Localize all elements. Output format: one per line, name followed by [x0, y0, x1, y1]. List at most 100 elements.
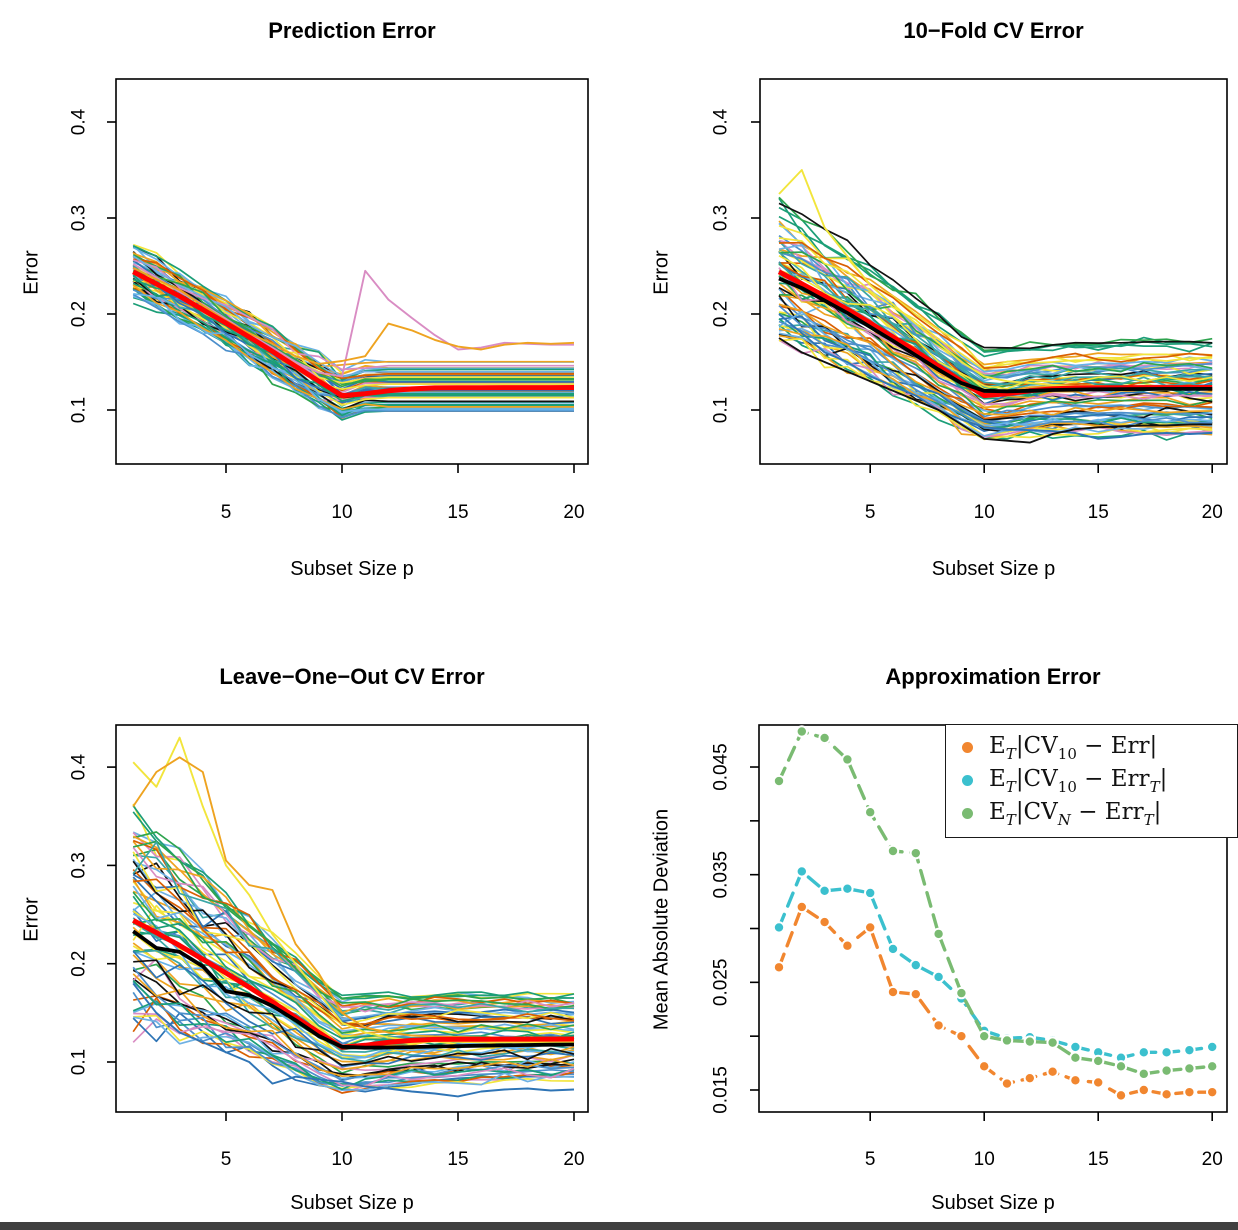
simulation-line: [133, 1012, 575, 1088]
simulation-line: [132, 255, 574, 378]
data-point: [909, 846, 922, 860]
y-tick-label: 0.025: [711, 959, 732, 1007]
x-axis-label-p4: Subset Size p: [931, 1192, 1055, 1214]
outlier-line: [778, 169, 1213, 389]
y-axis-label-p4: Mean Absolute Deviation: [650, 808, 673, 1031]
data-point: [932, 927, 945, 941]
y-axis-label-p2: Error: [650, 250, 673, 295]
data-point: [978, 1060, 991, 1073]
data-point: [772, 774, 786, 788]
simulation-line: [132, 966, 575, 1082]
data-point: [978, 1029, 991, 1043]
simulation-line: [778, 297, 1213, 418]
data-point: [818, 731, 831, 745]
x-axis-label-p2: Subset Size p: [931, 558, 1056, 580]
simulation-line: [778, 303, 1213, 416]
data-point: [909, 987, 922, 1001]
simulation-line: [132, 895, 575, 1041]
data-point: [1137, 1067, 1151, 1081]
legend-label: ET|CV10 − ErrT|: [989, 765, 1168, 796]
legend-entry-1: ET|CV10 − ErrT|: [962, 764, 1237, 797]
y-tick-label: 0.4: [69, 108, 90, 135]
data-point: [886, 844, 900, 858]
y-tick-label: 0.2: [69, 950, 90, 976]
data-point: [1206, 1085, 1219, 1099]
y-tick-label: 0.1: [711, 397, 732, 423]
x-tick-label: 15: [1088, 1149, 1109, 1170]
simulation-line: [133, 878, 575, 1025]
y-tick-label: 0.1: [69, 397, 90, 423]
legend-label: ET|CVN − ErrT|: [989, 798, 1162, 829]
simulation-line: [778, 304, 1213, 423]
simulation-line: [133, 959, 575, 1067]
simulation-line: [132, 252, 574, 368]
panel-title-prediction-error: Prediction Error: [268, 18, 436, 43]
y-tick-label: 0.4: [69, 753, 90, 780]
x-tick-label: 10: [974, 1149, 995, 1170]
simulation-line: [132, 805, 575, 1002]
data-point: [909, 958, 922, 972]
x-tick-label: 10: [331, 1149, 352, 1170]
y-tick-label: 0.3: [711, 205, 732, 231]
x-tick-label: 5: [865, 502, 876, 523]
y-axis-label-p3: Error: [20, 897, 43, 942]
x-tick-label: 15: [1088, 502, 1109, 523]
x-tick-label: 5: [221, 502, 232, 523]
x-tick-label: 20: [563, 502, 584, 523]
mean-line-red: [132, 269, 575, 399]
panel-title-loo-cv-error: Leave−One−Out CV Error: [219, 664, 485, 689]
simulation-lines: [132, 803, 575, 1094]
data-point: [1160, 1088, 1173, 1101]
simulation-line: [132, 269, 574, 388]
simulation-line: [778, 251, 1213, 379]
simulation-line: [778, 293, 1213, 416]
simulation-line: [132, 259, 574, 371]
data-point: [1114, 1060, 1128, 1073]
legend-dot-icon: [962, 742, 973, 753]
x-tick-label: 20: [1202, 1149, 1223, 1170]
x-tick-label: 5: [221, 1149, 232, 1170]
simulation-line: [132, 284, 574, 411]
data-point: [1114, 1089, 1128, 1102]
simulation-line: [132, 831, 575, 1005]
y-tick-label: 0.4: [711, 108, 732, 135]
simulation-line: [132, 274, 574, 402]
simulation-line: [778, 196, 1213, 352]
data-point: [841, 939, 854, 952]
simulation-line: [132, 942, 575, 1063]
simulation-line: [132, 973, 575, 1078]
data-point: [772, 921, 786, 934]
x-axis-label-p3: Subset Size p: [290, 1192, 414, 1214]
y-tick-label: 0.015: [711, 1066, 732, 1114]
data-point: [1046, 1065, 1059, 1078]
data-point: [1069, 1074, 1082, 1087]
data-point: [795, 725, 808, 738]
simulation-line: [778, 270, 1213, 405]
outlier-line: [132, 982, 575, 1098]
simulation-line: [778, 202, 1213, 350]
data-point: [864, 886, 877, 900]
data-point: [1183, 1085, 1196, 1099]
data-point: [955, 986, 968, 1000]
simulation-line: [132, 255, 574, 383]
simulation-line: [132, 841, 575, 1017]
plot-box: [759, 78, 1228, 465]
data-point: [1183, 1062, 1196, 1075]
data-point: [864, 806, 877, 819]
x-tick-label: 20: [563, 1149, 584, 1170]
data-point: [818, 884, 831, 898]
panel-10fold-cv-error: 5 10 15 20 0.1 0.2 0.3 0.4: [711, 78, 1228, 523]
y-tick-label: 0.045: [711, 743, 732, 791]
data-point: [1092, 1076, 1105, 1089]
data-point: [1000, 1077, 1014, 1090]
x-tick-label: 15: [447, 502, 468, 523]
legend-entry-0: ET|CV10 − Err|: [962, 731, 1237, 764]
outlier-line: [778, 337, 1213, 444]
outlier-line: [778, 313, 1213, 440]
data-point: [1069, 1051, 1082, 1064]
series-line: [777, 729, 1214, 1076]
simulation-line: [778, 197, 1213, 353]
data-point: [818, 915, 831, 929]
simulation-line: [132, 954, 575, 1071]
simulation-line: [132, 293, 574, 419]
